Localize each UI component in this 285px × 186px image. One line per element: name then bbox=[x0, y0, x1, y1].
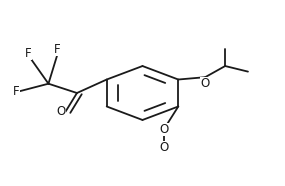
Text: O: O bbox=[159, 123, 168, 136]
Text: O: O bbox=[56, 105, 66, 118]
Text: F: F bbox=[54, 43, 60, 56]
Text: O: O bbox=[201, 77, 210, 90]
Text: F: F bbox=[25, 46, 31, 60]
Text: O: O bbox=[159, 141, 168, 154]
Text: F: F bbox=[13, 85, 20, 98]
